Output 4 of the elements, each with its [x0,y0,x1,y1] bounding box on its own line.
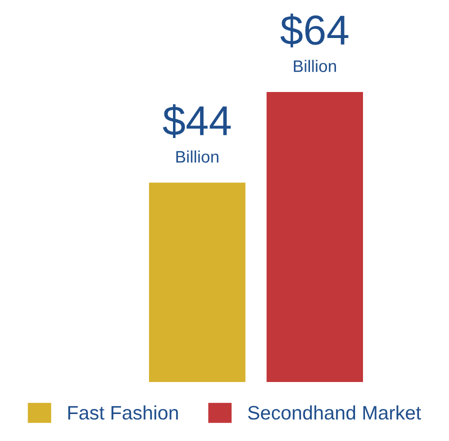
x-tick-label: Fast Fashion [68,405,178,420]
data-label: $64 Billion [280,14,348,72]
data-label: $44 Billion [162,104,231,163]
x-tick-label: Secondhand Market [248,405,422,420]
